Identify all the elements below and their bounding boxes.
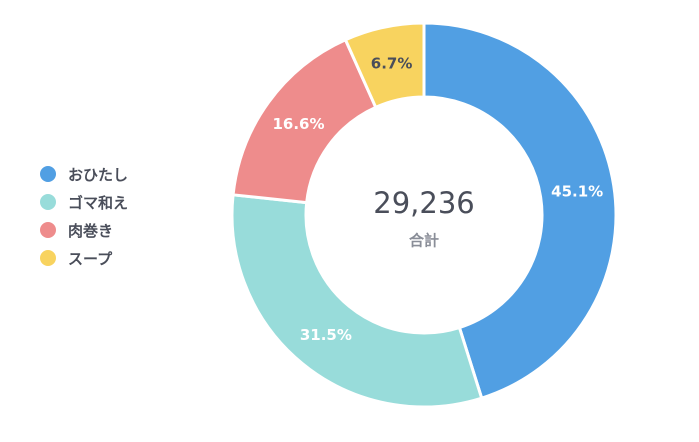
slice-value-label: 16.6% — [272, 115, 324, 133]
legend-item-soup[interactable]: スープ — [40, 244, 128, 272]
slice-value-label: 45.1% — [551, 182, 603, 200]
legend-item-goma-ae[interactable]: ゴマ和え — [40, 188, 128, 216]
legend-label: スープ — [68, 249, 113, 268]
center-total-caption: 合計 — [408, 231, 440, 250]
slice-value-label: 31.5% — [300, 326, 352, 344]
slice-soup[interactable] — [343, 21, 426, 109]
legend-label: 肉巻き — [68, 221, 114, 240]
legend-dot — [40, 166, 56, 182]
donut-slices — [230, 21, 618, 409]
legend-item-ohitashi[interactable]: おひたし — [40, 160, 128, 188]
slice-ohitashi[interactable] — [422, 21, 618, 400]
legend-label: おひたし — [68, 165, 129, 184]
legend-dot — [40, 194, 56, 210]
donut-slice-labels: 45.1% 31.5% 16.6% 6.7% — [272, 54, 603, 344]
legend-dot — [40, 222, 56, 238]
center-total-value: 29,236 — [373, 186, 475, 220]
slice-value-label: 6.7% — [371, 54, 413, 72]
slice-goma-ae[interactable] — [230, 193, 484, 409]
chart-legend: おひたし ゴマ和え 肉巻き スープ — [40, 160, 128, 272]
legend-dot — [40, 250, 56, 266]
legend-label: ゴマ和え — [68, 193, 129, 212]
legend-item-nikumaki[interactable]: 肉巻き — [40, 216, 128, 244]
